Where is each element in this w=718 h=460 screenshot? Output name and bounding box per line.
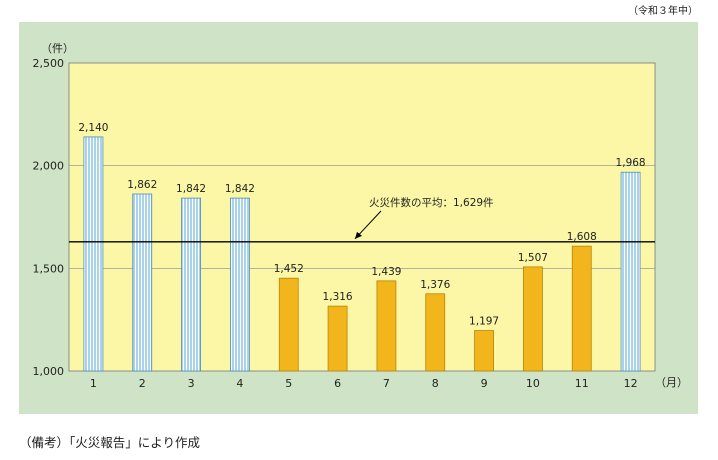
x-tick-label: 9 xyxy=(481,377,488,390)
bar-value-label: 1,197 xyxy=(469,316,499,328)
x-tick-label: 7 xyxy=(383,377,390,390)
bar-value-label: 1,376 xyxy=(420,279,450,291)
y-axis-unit-label: （件） xyxy=(41,42,74,55)
bar xyxy=(474,330,494,372)
bar xyxy=(327,305,348,372)
x-tick-label: 6 xyxy=(334,377,341,390)
x-tick-label: 11 xyxy=(575,377,589,390)
bar xyxy=(278,277,299,372)
bar-value-label: 1,862 xyxy=(127,179,157,191)
bar-value-label: 1,452 xyxy=(274,263,304,275)
value-labels: 2,140 1,862 1,842 1,842 1,452 1,316 1,439 1,376… xyxy=(78,122,645,328)
y-tick-label: 2,500 xyxy=(33,57,65,70)
bar xyxy=(181,197,201,372)
bar xyxy=(376,280,397,372)
y-axis-ticks: 1,000 1,500 2,000 2,500 xyxy=(33,57,65,378)
x-tick-label: 2 xyxy=(139,377,146,390)
x-axis-unit-label: （月） xyxy=(655,376,688,389)
bar-value-label: 1,842 xyxy=(225,183,255,195)
y-tick-label: 1,500 xyxy=(33,262,65,275)
x-tick-label: 4 xyxy=(236,377,243,390)
bar xyxy=(571,245,592,372)
period-label: （令和３年中） xyxy=(628,6,698,17)
bar xyxy=(132,193,153,372)
bar xyxy=(620,171,641,372)
bar-value-label: 2,140 xyxy=(78,122,108,134)
chart-panel: 1,000 1,500 2,000 2,500 2,140 1,862 1,842 1,84… xyxy=(19,22,698,414)
bar-value-label: 1,507 xyxy=(518,252,548,264)
bar xyxy=(230,197,250,372)
gridlines xyxy=(69,165,655,269)
monthly-fire-bar-chart: 1,000 1,500 2,000 2,500 2,140 1,862 1,842 1,84… xyxy=(33,42,689,390)
y-tick-label: 2,000 xyxy=(33,160,65,173)
bars xyxy=(83,136,641,372)
bar xyxy=(83,136,104,372)
x-axis-ticks: 1 2 3 4 5 6 7 8 9 10 11 12 xyxy=(90,377,638,390)
x-tick-label: 3 xyxy=(188,377,195,390)
x-tick-label: 5 xyxy=(285,377,292,390)
bar-value-label: 1,842 xyxy=(176,183,206,195)
average-arrow-head xyxy=(355,231,362,239)
x-tick-label: 10 xyxy=(526,377,540,390)
x-tick-label: 12 xyxy=(624,377,638,390)
bar-value-label: 1,439 xyxy=(371,266,401,278)
average-line-group: 火災件数の平均：1,629件 xyxy=(69,196,655,243)
y-tick-label: 1,000 xyxy=(33,365,65,378)
plot-area xyxy=(68,62,656,372)
average-label: 火災件数の平均：1,629件 xyxy=(369,196,494,209)
bar-value-label: 1,608 xyxy=(567,231,597,243)
bar-value-label: 1,316 xyxy=(323,291,353,303)
bar-value-label: 1,968 xyxy=(616,157,646,169)
source-note: （備考）「火災報告」により作成 xyxy=(19,435,201,450)
bar xyxy=(523,266,543,372)
bar xyxy=(425,293,446,372)
x-tick-label: 1 xyxy=(90,377,97,390)
x-tick-label: 8 xyxy=(432,377,439,390)
